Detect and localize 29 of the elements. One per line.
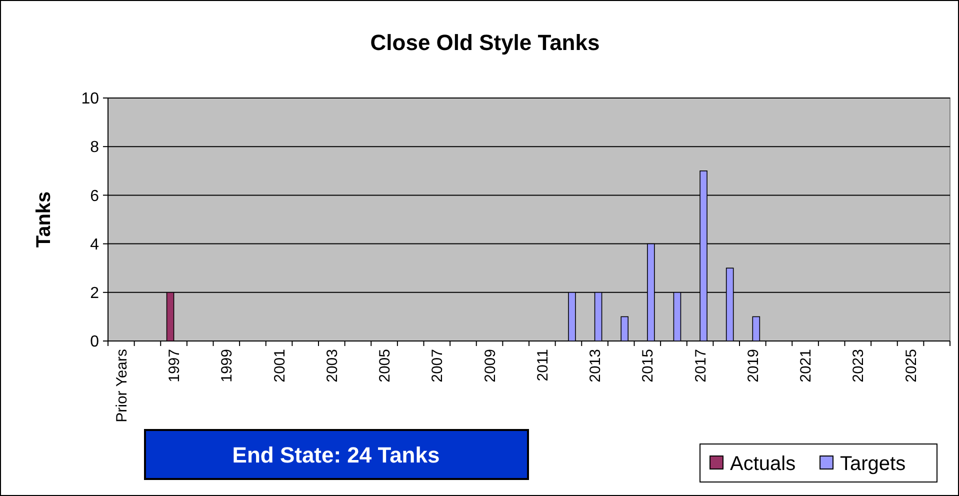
x-tick-label: 2003 <box>324 349 341 382</box>
y-tick-label: 0 <box>90 334 100 351</box>
y-tick-label: 4 <box>90 236 100 254</box>
bar <box>620 316 628 342</box>
chart-title: Close Old Style Tanks <box>370 30 600 55</box>
text: End State: 24 Tanks <box>232 442 440 468</box>
legend-label: Targets <box>840 453 906 475</box>
x-tick-label: 2017 <box>692 349 710 382</box>
legend-label: Actuals <box>730 453 796 475</box>
x-tick-label: 2011 <box>534 349 552 382</box>
x-tick-label: 1997 <box>166 349 184 382</box>
x-tick-label: 2021 <box>798 349 815 382</box>
x-tick-label: 2025 <box>902 349 920 382</box>
x-tick-label: 2007 <box>429 349 446 382</box>
x-tick-label: 2009 <box>482 349 499 382</box>
x-tick-label: 2015 <box>640 349 657 382</box>
x-tick-label: 2005 <box>376 349 394 382</box>
y-axis-title: Tanks <box>33 191 55 248</box>
x-tick-label: 1999 <box>218 349 236 382</box>
y-tick-label: 10 <box>81 90 100 108</box>
x-tick-label: 2013 <box>587 349 604 382</box>
x-tick-label: Prior Years <box>113 349 130 422</box>
bar <box>752 316 760 342</box>
x-tick-label: 2019 <box>744 349 762 382</box>
y-tick-label: 6 <box>90 188 100 205</box>
x-tick-label: 2001 <box>271 349 288 382</box>
y-tick-label: 2 <box>90 285 100 302</box>
y-tick-label: 8 <box>90 139 100 156</box>
x-tick-label: 2023 <box>850 349 868 382</box>
